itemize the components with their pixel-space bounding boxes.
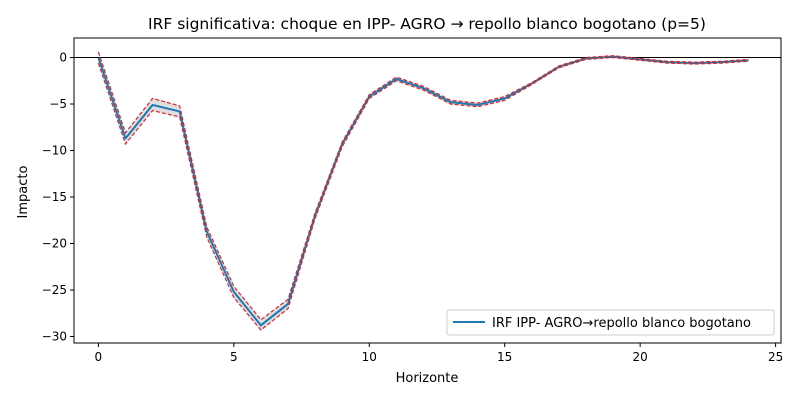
y-tick-label: −15 xyxy=(42,190,67,204)
x-tick-label: 15 xyxy=(497,350,512,364)
x-tick-label: 20 xyxy=(633,350,648,364)
plot-area xyxy=(74,51,781,331)
y-tick-label: 0 xyxy=(59,51,67,65)
x-tick-label: 10 xyxy=(362,350,377,364)
y-tick-label: −30 xyxy=(42,329,67,343)
chart-title: IRF significativa: choque en IPP- AGRO →… xyxy=(148,15,706,33)
upper-bound-line xyxy=(97,51,749,321)
legend: IRF IPP- AGRO→repollo blanco bogotano xyxy=(446,309,775,336)
x-axis-label: Horizonte xyxy=(396,371,459,386)
x-tick-label: 5 xyxy=(230,350,238,364)
lower-bound-line xyxy=(97,56,749,331)
x-tick-label: 0 xyxy=(95,350,103,364)
irf-series-line xyxy=(97,55,749,327)
y-tick-label: −20 xyxy=(42,237,67,251)
axes-frame xyxy=(73,37,782,344)
legend-label: IRF IPP- AGRO→repollo blanco bogotano xyxy=(492,316,751,331)
y-tick-label: −10 xyxy=(42,144,67,158)
y-tick-label: −5 xyxy=(49,97,67,111)
x-tick-label: 25 xyxy=(768,350,783,364)
axes: 0 5 10 15 20 25 0 −5 −10 −15 −20 −25 −30 xyxy=(42,37,783,364)
y-axis-label: Impacto xyxy=(16,166,31,219)
legend-frame xyxy=(446,309,775,336)
y-tick-label: −25 xyxy=(42,283,67,297)
